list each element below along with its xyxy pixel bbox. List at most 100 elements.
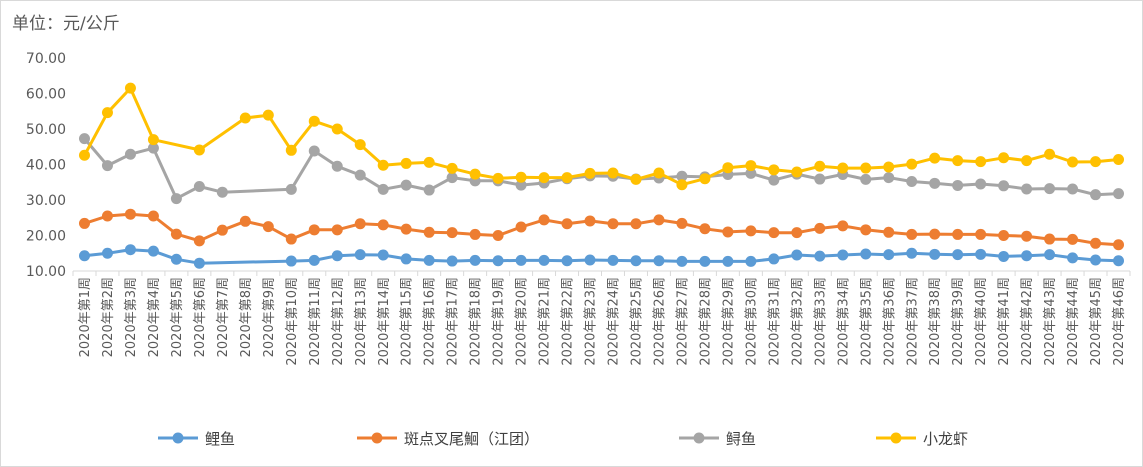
data-point-0 bbox=[584, 254, 596, 266]
data-point-3 bbox=[1021, 155, 1033, 167]
x-tick-label: 2020年第4周 bbox=[147, 277, 162, 357]
data-point-2 bbox=[446, 172, 458, 184]
data-point-0 bbox=[101, 247, 113, 259]
data-point-0 bbox=[377, 249, 389, 261]
data-point-0 bbox=[1067, 252, 1079, 264]
data-point-1 bbox=[791, 227, 803, 239]
data-point-3 bbox=[262, 109, 274, 121]
data-point-3 bbox=[630, 173, 642, 185]
x-tick-label: 2020年第16周 bbox=[423, 277, 438, 366]
data-point-3 bbox=[423, 156, 435, 168]
x-tick-label: 2020年第35周 bbox=[859, 277, 874, 366]
data-point-3 bbox=[653, 167, 665, 179]
data-point-3 bbox=[147, 134, 159, 146]
data-point-3 bbox=[837, 162, 849, 174]
data-point-0 bbox=[998, 250, 1010, 262]
data-point-2 bbox=[768, 174, 780, 186]
data-point-0 bbox=[653, 255, 665, 267]
x-tick-label: 2020年第1周 bbox=[78, 277, 93, 357]
data-point-0 bbox=[446, 255, 458, 267]
data-point-0 bbox=[1021, 250, 1033, 262]
data-point-1 bbox=[1067, 233, 1079, 245]
data-point-3 bbox=[515, 171, 527, 183]
x-tick-label: 2020年第46周 bbox=[1112, 277, 1127, 366]
data-point-1 bbox=[883, 226, 895, 238]
series-line-3 bbox=[83, 86, 1119, 187]
data-point-2 bbox=[193, 181, 205, 193]
data-point-3 bbox=[1067, 156, 1079, 168]
data-point-2 bbox=[975, 178, 987, 190]
data-point-0 bbox=[331, 250, 343, 262]
data-point-0 bbox=[515, 254, 527, 266]
x-tick-label: 2020年第44周 bbox=[1066, 277, 1081, 366]
data-point-3 bbox=[308, 115, 320, 127]
data-point-3 bbox=[676, 179, 688, 191]
data-point-1 bbox=[193, 235, 205, 247]
legend-label-2: 鲟鱼 bbox=[726, 430, 756, 448]
data-point-1 bbox=[745, 225, 757, 237]
data-point-1 bbox=[952, 228, 964, 240]
x-tick-label: 2020年第41周 bbox=[997, 277, 1012, 366]
data-point-3 bbox=[699, 173, 711, 185]
data-point-2 bbox=[400, 179, 412, 191]
legend-marker-3 bbox=[890, 432, 902, 444]
y-tick-label: 20.00 bbox=[26, 229, 66, 245]
data-point-0 bbox=[975, 248, 987, 260]
data-point-3 bbox=[929, 152, 941, 164]
x-tick-label: 2020年第36周 bbox=[882, 277, 897, 366]
x-tick-label: 2020年第31周 bbox=[767, 277, 782, 366]
data-point-1 bbox=[354, 218, 366, 230]
data-point-3 bbox=[768, 164, 780, 176]
data-point-2 bbox=[860, 173, 872, 185]
data-point-1 bbox=[929, 228, 941, 240]
data-point-2 bbox=[285, 183, 297, 195]
data-point-1 bbox=[78, 217, 90, 229]
data-point-3 bbox=[331, 123, 343, 135]
data-point-1 bbox=[676, 217, 688, 229]
data-point-2 bbox=[377, 183, 389, 195]
data-point-1 bbox=[722, 226, 734, 238]
data-point-3 bbox=[745, 160, 757, 172]
data-point-1 bbox=[423, 226, 435, 238]
data-point-1 bbox=[768, 227, 780, 239]
y-tick-label: 70.00 bbox=[26, 51, 66, 67]
data-point-1 bbox=[630, 218, 642, 230]
x-tick-label: 2020年第10周 bbox=[285, 277, 300, 366]
y-tick-label: 60.00 bbox=[26, 87, 66, 103]
data-point-2 bbox=[101, 160, 113, 172]
data-point-1 bbox=[331, 224, 343, 236]
data-point-0 bbox=[1090, 254, 1102, 266]
data-point-0 bbox=[630, 255, 642, 267]
data-point-1 bbox=[607, 218, 619, 230]
data-point-3 bbox=[860, 162, 872, 174]
data-point-3 bbox=[952, 155, 964, 167]
y-tick-label: 10.00 bbox=[26, 264, 66, 280]
data-point-0 bbox=[1044, 249, 1056, 261]
data-point-2 bbox=[216, 186, 228, 198]
data-point-2 bbox=[929, 177, 941, 189]
data-point-0 bbox=[78, 250, 90, 262]
x-tick-label: 2020年第39周 bbox=[951, 277, 966, 366]
data-point-1 bbox=[216, 224, 228, 236]
data-point-0 bbox=[952, 249, 964, 261]
data-point-2 bbox=[354, 169, 366, 181]
x-tick-label: 2020年第28周 bbox=[698, 277, 713, 366]
data-point-1 bbox=[285, 233, 297, 245]
data-point-1 bbox=[584, 215, 596, 227]
x-tick-label: 2020年第29周 bbox=[721, 277, 736, 366]
data-point-1 bbox=[653, 214, 665, 226]
data-point-1 bbox=[814, 222, 826, 234]
x-tick-label: 2020年第17周 bbox=[446, 277, 461, 366]
x-tick-label: 2020年第40周 bbox=[974, 277, 989, 366]
data-point-0 bbox=[147, 245, 159, 257]
data-point-3 bbox=[285, 144, 297, 156]
data-point-0 bbox=[170, 253, 182, 265]
x-tick-label: 2020年第19周 bbox=[492, 277, 507, 366]
data-point-2 bbox=[883, 172, 895, 184]
data-point-0 bbox=[1113, 255, 1125, 267]
legend-marker-2 bbox=[693, 432, 705, 444]
data-point-3 bbox=[492, 172, 504, 184]
data-point-2 bbox=[308, 145, 320, 157]
data-point-1 bbox=[446, 227, 458, 239]
